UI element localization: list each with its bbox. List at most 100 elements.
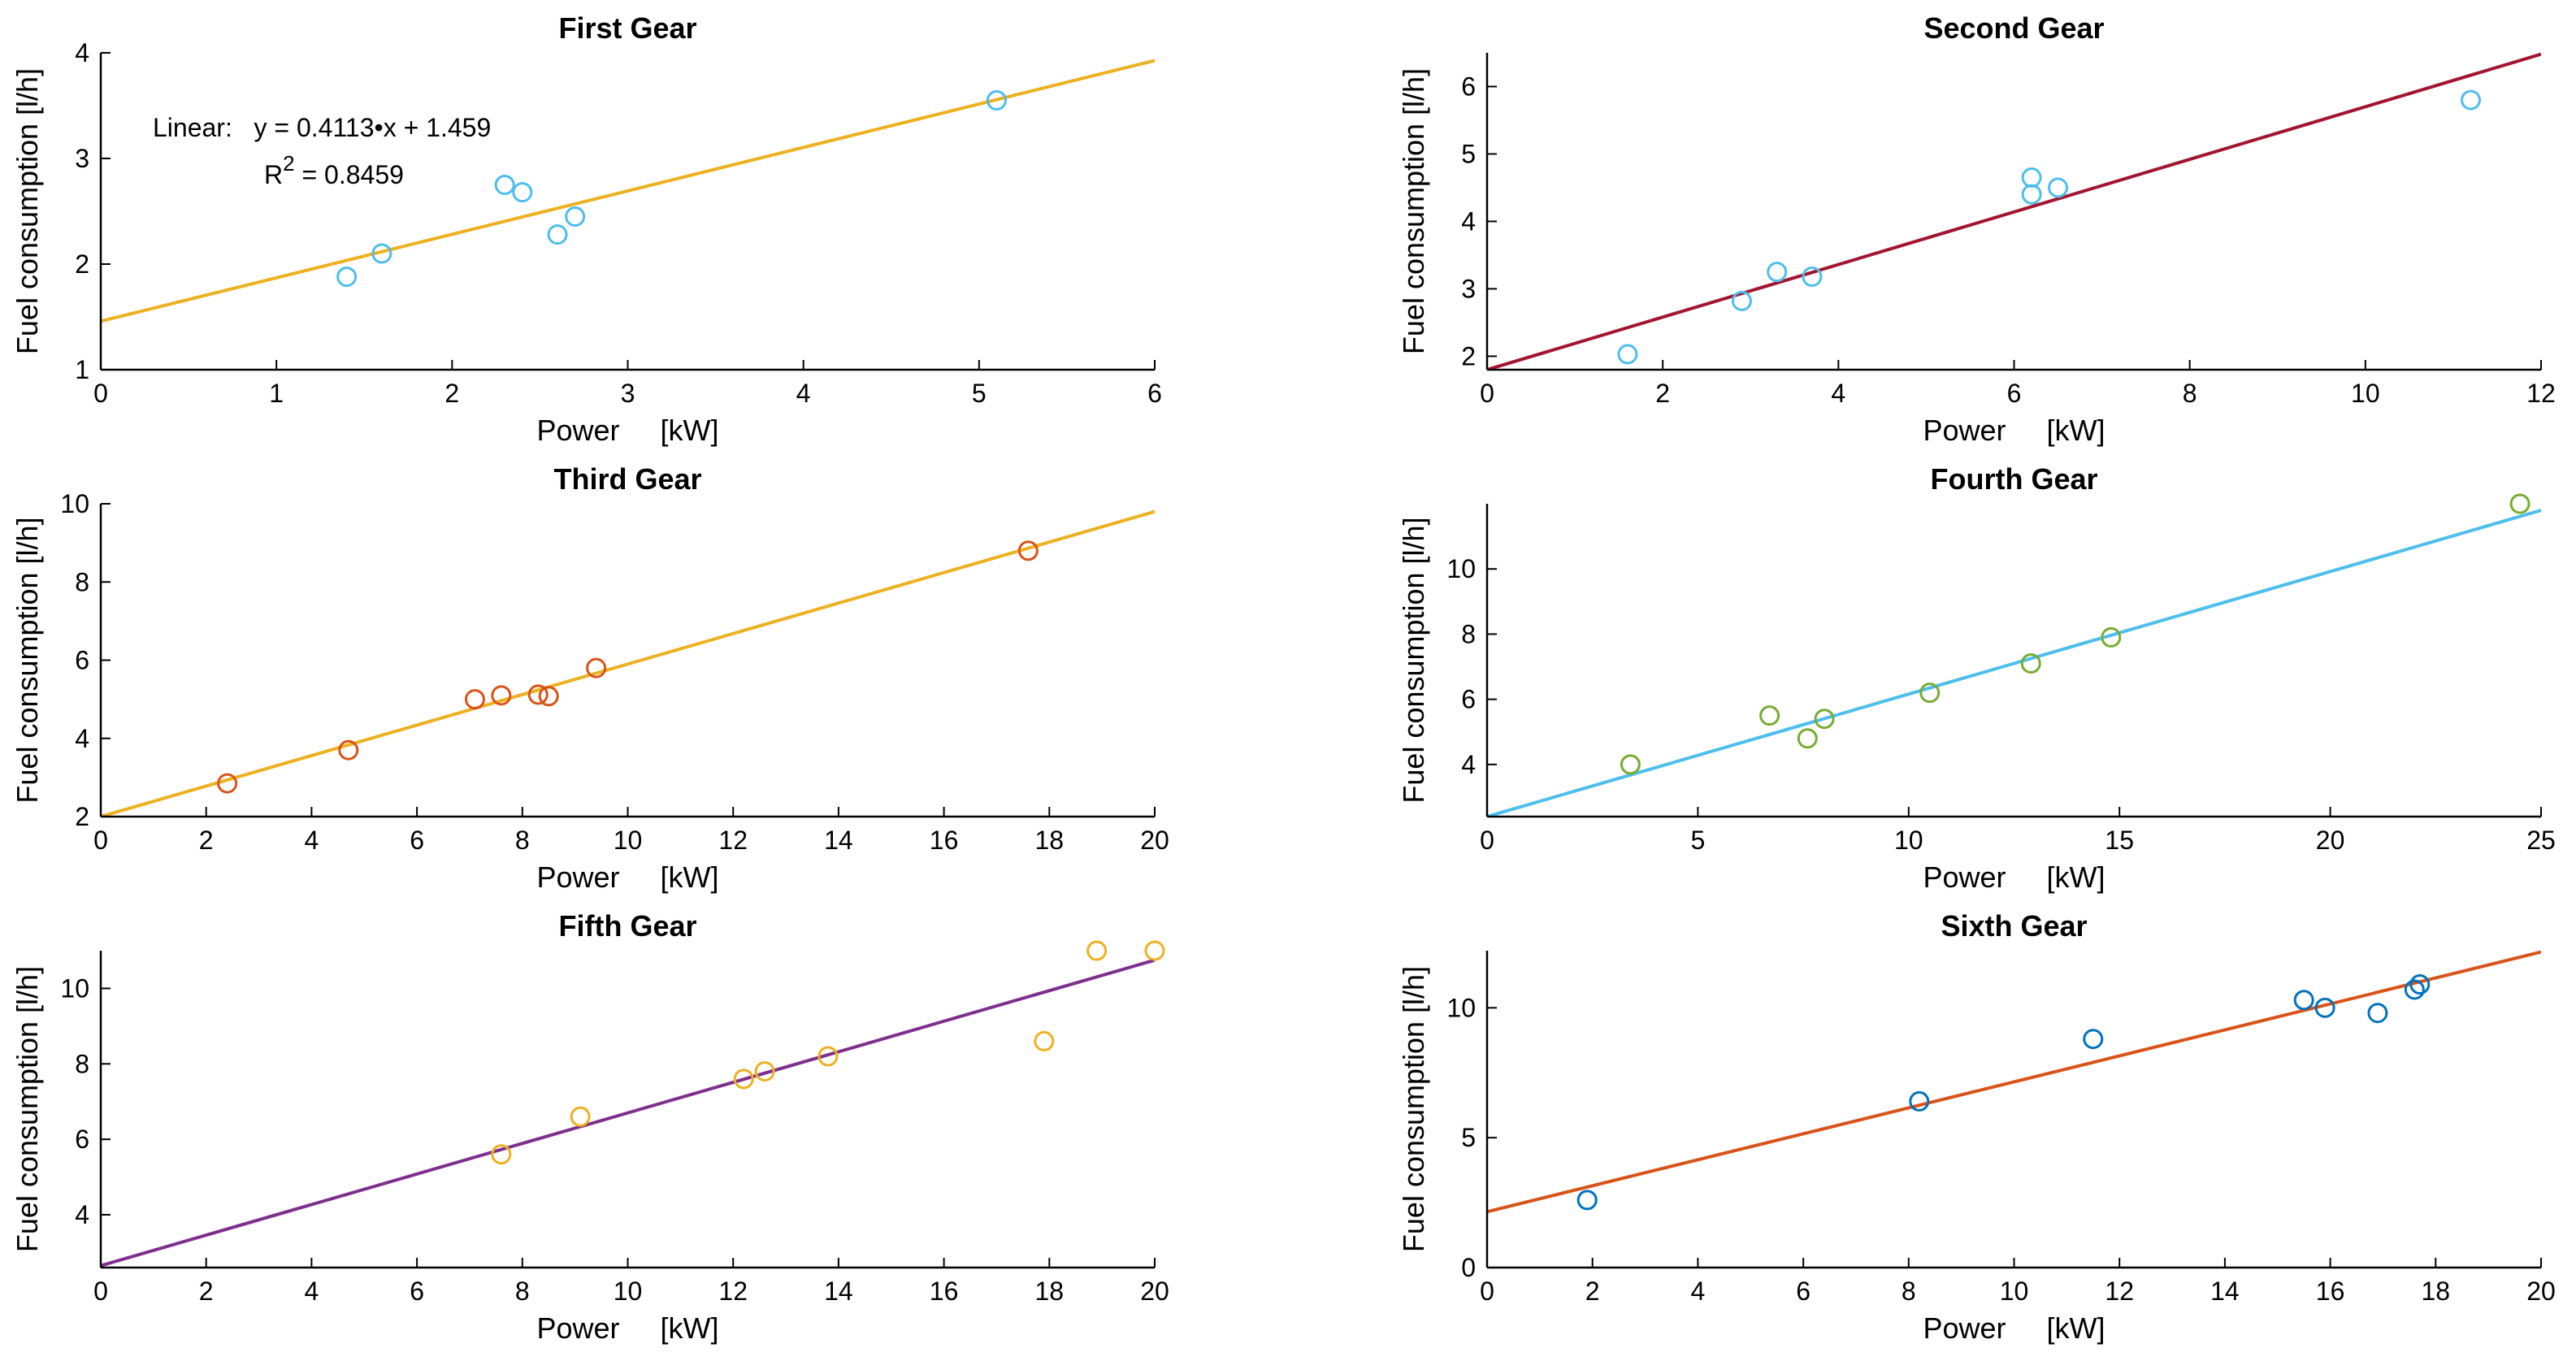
y-tick-label: 4 (75, 38, 89, 67)
x-tick-label: 0 (93, 826, 108, 855)
y-axis-label: Fuel consumption [l/h] (11, 517, 44, 803)
subplot-title: Fifth Gear (558, 909, 696, 943)
data-point (1617, 344, 1638, 365)
data-point (1797, 728, 1818, 749)
x-tick-label: 5 (1691, 826, 1706, 855)
x-tick-label: 0 (93, 1276, 108, 1306)
subplot-title: Third Gear (553, 462, 701, 496)
x-tick-label: 6 (410, 826, 424, 855)
x-tick-label: 5 (972, 379, 987, 408)
x-tick-label: 4 (796, 379, 811, 408)
data-point (464, 689, 485, 710)
y-tick-label: 3 (1461, 274, 1476, 303)
x-tick-label: 10 (1894, 826, 1923, 855)
x-tick-label: 4 (1831, 379, 1845, 408)
y-tick-label: 6 (75, 1125, 89, 1154)
x-tick-label: 18 (1035, 826, 1065, 855)
subplot-5: Fifth Gear 0 2 4 6 8 10 12 14 16 18 20 4 6 8 10 Power [k… (11, 909, 1169, 1345)
data-point (2404, 979, 2425, 1000)
x-tick-label: 20 (1140, 1276, 1169, 1306)
x-tick-label: 6 (2007, 379, 2022, 408)
y-tick-label: 4 (1461, 750, 1476, 779)
x-tick-label: 8 (1902, 1276, 1916, 1306)
y-tick-label: 5 (1461, 1123, 1476, 1152)
data-point (817, 1046, 839, 1067)
x-tick-label: 2 (199, 826, 214, 855)
x-tick-label: 20 (2316, 826, 2345, 855)
data-point (1814, 709, 1835, 730)
x-tick-label: 4 (305, 1276, 319, 1306)
x-tick-label: 15 (2105, 826, 2134, 855)
data-point (2021, 184, 2042, 205)
x-tick-label: 4 (1691, 1276, 1706, 1306)
data-point (1144, 940, 1165, 961)
x-tick-label: 6 (410, 1276, 424, 1306)
x-axis-label: Power [kW] (536, 414, 718, 447)
r-symbol: R (264, 160, 283, 189)
data-point (1759, 705, 1780, 726)
y-tick-label: 3 (75, 144, 89, 173)
x-tick-label: 16 (2316, 1276, 2345, 1306)
data-point (2021, 167, 2042, 189)
data-point (1620, 754, 1641, 775)
data-point (733, 1068, 754, 1090)
data-point (2020, 653, 2041, 674)
x-axis-label: Power [kW] (1923, 1311, 2105, 1345)
subplot-title: Second Gear (1923, 11, 2104, 45)
r-superscript: 2 (283, 151, 294, 176)
data-point (538, 686, 559, 707)
data-point (2293, 990, 2314, 1011)
y-tick-label: 4 (75, 724, 89, 753)
x-tick-label: 14 (824, 826, 853, 855)
x-tick-label: 12 (718, 826, 748, 855)
y-tick-label: 2 (1461, 341, 1476, 371)
x-axis-label: Power [kW] (536, 860, 718, 894)
data-point (371, 243, 392, 264)
x-tick-label: 14 (824, 1276, 853, 1306)
y-tick-label: 4 (1461, 206, 1476, 236)
x-tick-label: 18 (1035, 1276, 1065, 1306)
x-tick-label: 2 (1585, 1276, 1600, 1306)
y-tick-label: 8 (75, 567, 89, 596)
data-point (1731, 290, 1752, 311)
x-tick-label: 2 (199, 1276, 214, 1306)
x-axis-label: Power [kW] (1923, 860, 2105, 894)
fit-line (1487, 53, 2541, 370)
x-tick-label: 25 (2526, 826, 2556, 855)
fit-line (1487, 951, 2541, 1214)
x-tick-label: 10 (2351, 379, 2380, 408)
x-tick-label: 1 (269, 379, 284, 408)
data-point (2101, 626, 2122, 648)
data-point (1802, 266, 1823, 287)
x-tick-label: 10 (614, 1276, 643, 1306)
x-tick-label: 6 (1147, 379, 1162, 408)
y-axis-label: Fuel consumption [l/h] (11, 68, 44, 354)
subplot-6: Sixth Gear 0 2 4 6 8 10 12 14 16 18 20 0 5 10 Power [kW… (1397, 909, 2556, 1345)
x-tick-label: 10 (2000, 1276, 2029, 1306)
data-point (2461, 89, 2482, 111)
x-tick-label: 2 (1655, 379, 1670, 408)
x-tick-label: 8 (515, 1276, 530, 1306)
x-axis-label: Power [kW] (536, 1311, 718, 1345)
subplot-title: First Gear (558, 11, 696, 45)
data-point (565, 206, 586, 227)
data-point (570, 1106, 591, 1127)
data-point (336, 267, 358, 288)
subplot-title: Sixth Gear (1941, 909, 2087, 943)
data-point (491, 1144, 512, 1165)
data-point (2083, 1029, 2104, 1050)
y-tick-label: 10 (60, 973, 89, 1003)
y-axis-label: Fuel consumption [l/h] (1397, 68, 1430, 354)
y-tick-label: 10 (1446, 993, 1476, 1022)
data-point (2367, 1003, 2388, 1024)
y-tick-label: 1 (75, 355, 89, 384)
x-tick-label: 8 (2183, 379, 2197, 408)
data-point (1919, 683, 1941, 704)
data-point (2409, 974, 2431, 995)
fit-line (101, 958, 1155, 1268)
data-point (217, 773, 238, 794)
data-point (2509, 493, 2530, 514)
